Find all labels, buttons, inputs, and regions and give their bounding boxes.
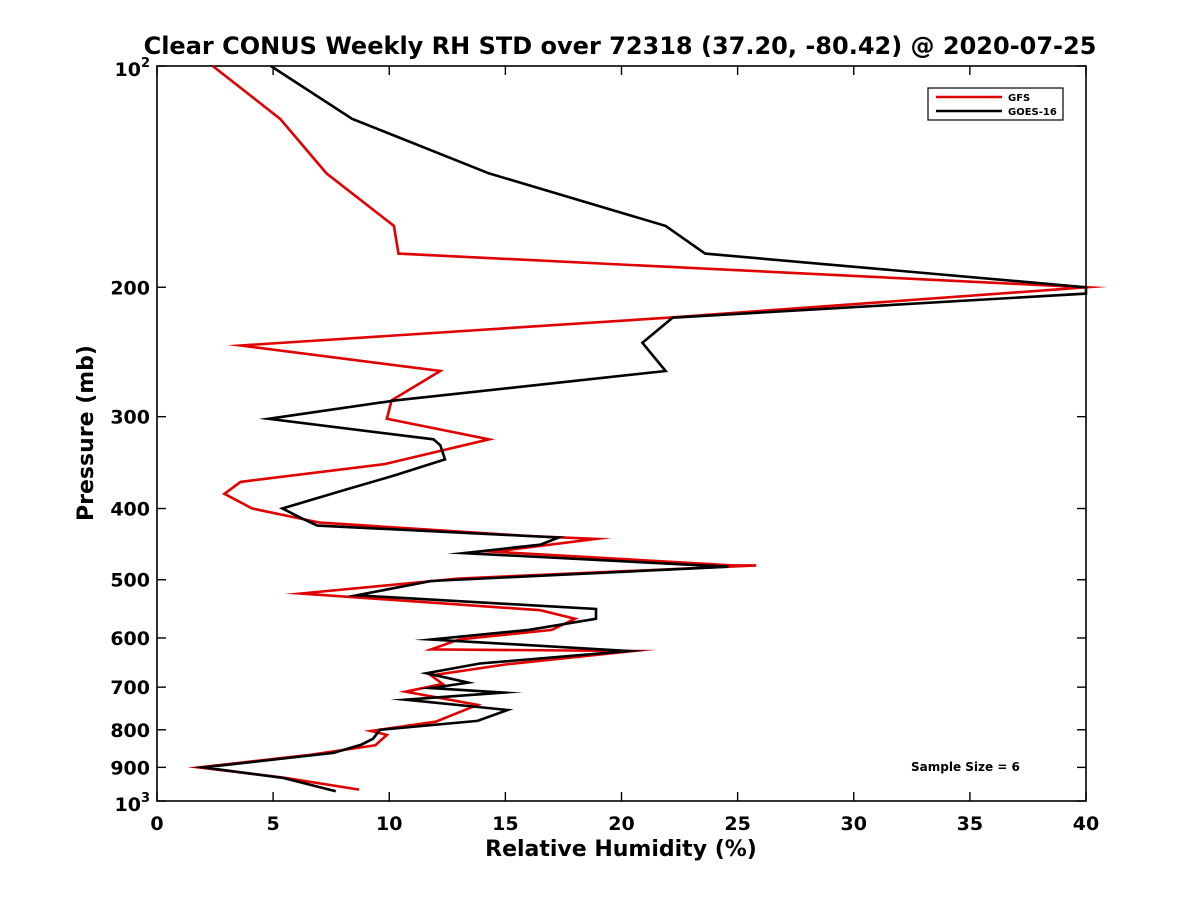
y-tick-label: 500: [110, 570, 150, 592]
series-layer: [187, 64, 1108, 793]
y-tick-label: 200: [110, 277, 150, 299]
legend: GFS GOES-16: [927, 87, 1064, 121]
y-tick-label: 800: [110, 720, 150, 742]
y-tick-label: 400: [110, 499, 150, 521]
y-tick-label: 700: [110, 677, 150, 699]
chart-title: Clear CONUS Weekly RH STD over 72318 (37…: [144, 32, 1097, 60]
x-axis-ticks: 0 5 10 15 20 25 30 35 40: [150, 66, 1099, 835]
legend-label-gfs: GFS: [1008, 93, 1030, 104]
legend-label-goes16: GOES-16: [1008, 107, 1057, 118]
x-tick-label: 25: [724, 813, 750, 835]
series-line-gfs: [187, 64, 1108, 791]
x-axis-label: Relative Humidity (%): [485, 837, 757, 862]
legend-box: [927, 87, 1064, 121]
y-tick-label: 102: [115, 56, 151, 81]
x-tick-label: 20: [608, 813, 634, 835]
y-axis-ticks: 102 200 300 400 500 600 700 800 900 103: [110, 56, 1086, 816]
x-tick-label: 40: [1073, 813, 1099, 835]
plot-area-frame: [156, 65, 1087, 802]
x-tick-label: 5: [267, 813, 280, 835]
y-tick-label: 103: [115, 791, 151, 816]
x-tick-label: 15: [492, 813, 518, 835]
x-tick-label: 30: [841, 813, 867, 835]
x-tick-label: 0: [150, 813, 163, 835]
x-tick-label: 10: [376, 813, 402, 835]
x-tick-label: 35: [957, 813, 983, 835]
y-tick-label: 300: [110, 407, 150, 429]
y-tick-label: 900: [110, 757, 150, 779]
y-axis-label: Pressure (mb): [74, 345, 99, 521]
sample-size-annotation: Sample Size = 6: [911, 760, 1020, 774]
y-tick-label: 600: [110, 628, 150, 650]
series-line-goes16: [192, 64, 1088, 793]
